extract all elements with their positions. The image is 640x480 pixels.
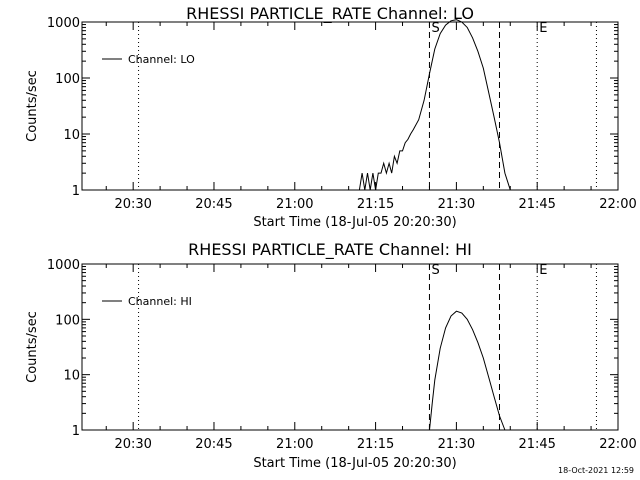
y-tick-label: 1 xyxy=(72,184,80,199)
y-tick-label: 100 xyxy=(55,313,80,328)
x-tick-label: 20:45 xyxy=(195,437,232,452)
y-tick-label: 1 xyxy=(72,424,80,439)
x-tick-label: 21:00 xyxy=(276,437,313,452)
chart-title: RHESSI PARTICLE_RATE Channel: HI xyxy=(188,240,472,260)
chart-title: RHESSI PARTICLE_RATE Channel: LO xyxy=(186,4,474,24)
y-tick-label: 10 xyxy=(63,128,80,143)
y-tick-label: 1000 xyxy=(47,258,80,273)
footer-timestamp: 18-Oct-2021 12:59 xyxy=(558,466,634,475)
x-tick-label: 20:30 xyxy=(114,197,151,212)
y-tick-label: 10 xyxy=(63,369,80,384)
time-marker-label: E xyxy=(539,263,547,278)
chart-panel-2: RHESSI PARTICLE_RATE Channel: HI 1 10 100 10… xyxy=(25,240,637,471)
x-axis-label: Start Time (18-Jul-05 20:20:30) xyxy=(253,215,456,230)
x-axis-label: Start Time (18-Jul-05 20:20:30) xyxy=(253,456,456,471)
series-line xyxy=(429,310,506,431)
x-tick-label: 21:15 xyxy=(357,437,394,452)
x-tick-label: 22:00 xyxy=(599,437,636,452)
y-axis-label: Counts/sec xyxy=(25,311,40,383)
time-marker-label: S xyxy=(431,21,439,36)
time-marker-label: E xyxy=(539,21,547,36)
legend-entry: Channel: LO xyxy=(128,53,195,66)
y-tick-label: 1000 xyxy=(47,16,80,31)
plot-frame xyxy=(81,263,619,431)
x-tick-label: 21:15 xyxy=(357,197,394,212)
x-tick-label: 20:45 xyxy=(195,197,232,212)
x-tick-label: 21:00 xyxy=(276,197,313,212)
chart-panel-1: RHESSI PARTICLE_RATE Channel: LO 1 10 100 10… xyxy=(25,4,637,230)
x-tick-label: 21:30 xyxy=(438,197,475,212)
series-line xyxy=(358,19,511,191)
x-tick-label: 22:00 xyxy=(599,197,636,212)
y-tick-label: 100 xyxy=(55,72,80,87)
x-tick-label: 20:30 xyxy=(114,437,151,452)
x-tick-label: 21:30 xyxy=(438,437,475,452)
time-marker-label: S xyxy=(431,263,439,278)
legend-entry: Channel: HI xyxy=(128,295,192,308)
plot-frame xyxy=(81,21,619,191)
x-tick-label: 21:45 xyxy=(518,197,555,212)
y-axis-label: Counts/sec xyxy=(25,70,40,142)
x-tick-label: 21:45 xyxy=(518,437,555,452)
